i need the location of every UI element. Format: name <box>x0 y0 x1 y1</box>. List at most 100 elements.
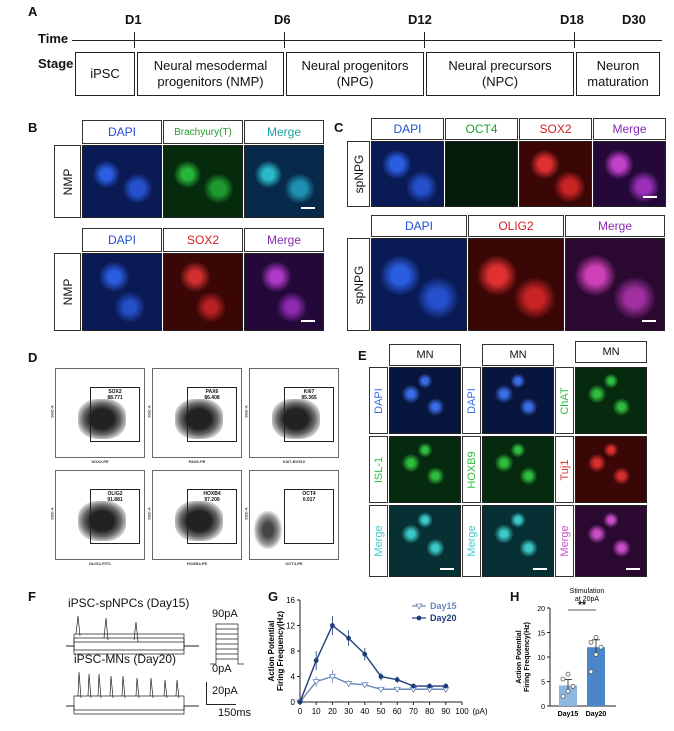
channel-header-dapi: DAPI <box>82 228 162 252</box>
channel-header-dapi: DAPI <box>371 118 444 140</box>
tick-d1 <box>134 32 135 48</box>
micrograph-dapi <box>371 141 444 207</box>
micrograph <box>389 436 461 503</box>
micrograph <box>482 505 554 577</box>
x-axis-label: OLIG2-FITC <box>88 561 112 566</box>
data-point <box>565 688 571 694</box>
event-cloud <box>78 501 126 541</box>
data-point <box>313 658 319 663</box>
day-label: D18 <box>560 12 584 27</box>
y-axis-label: SSC-A <box>146 405 152 418</box>
data-point <box>427 683 432 689</box>
data-point <box>297 699 303 705</box>
data-point <box>598 644 604 650</box>
row-label: ISL-1 <box>369 436 388 503</box>
scale-bar <box>533 568 547 570</box>
y-axis-label: SSC-A <box>146 507 152 520</box>
chart-title: Stimulation <box>570 588 605 595</box>
electrophysiology-traces <box>66 615 199 715</box>
gate-label: OLIG2 91.881 <box>90 491 140 503</box>
event-cloud <box>254 511 282 549</box>
panel-label-g: G <box>268 589 279 604</box>
channel-header-brachyury: Brachyury(T) <box>163 120 243 144</box>
x-tick-label: 80 <box>425 707 434 716</box>
micrograph <box>482 367 554 434</box>
data-point <box>565 671 571 677</box>
scale-bar <box>301 207 315 209</box>
chart-title: at 20pA <box>575 596 599 603</box>
data-point <box>377 686 385 694</box>
y-tick-label: 20 <box>537 606 545 613</box>
significance-label: ** <box>578 600 586 611</box>
data-point <box>394 677 400 683</box>
channel-header-sox2: SOX2 <box>163 228 243 252</box>
data-point <box>588 639 594 645</box>
micrograph-dapi <box>82 253 162 331</box>
y-axis-label: SSC-A <box>243 507 249 520</box>
x-axis-label: PAX6-PE <box>188 459 206 464</box>
x-axis-label: Ki67-BV510 <box>282 459 305 464</box>
micrograph-merge <box>565 238 665 331</box>
row-label: Tuj1 <box>555 436 574 503</box>
micrograph-oct4 <box>445 141 518 207</box>
day-label: D1 <box>125 12 142 27</box>
row-label: DAPI <box>369 367 388 434</box>
bar-day20 <box>587 647 605 706</box>
data-point <box>588 669 594 675</box>
scale-y-label: 20pA <box>212 685 238 697</box>
series-line-day15 <box>299 675 446 703</box>
micrograph-merge <box>593 141 666 207</box>
tick-d12 <box>424 32 425 48</box>
event-cloud <box>272 399 320 439</box>
panel-label-f: F <box>28 589 36 604</box>
x-tick-label: 90 <box>441 707 450 716</box>
gate-rectangle <box>284 387 334 442</box>
x-tick-label: 40 <box>360 707 369 716</box>
micrograph-merge <box>244 253 324 331</box>
gate-label: Ki67 95.365 <box>284 389 334 401</box>
data-point <box>312 679 320 686</box>
event-cloud <box>78 399 126 439</box>
tick-d18 <box>574 32 575 48</box>
column-header-mn: MN <box>482 344 554 366</box>
stimulus-protocol-icon <box>210 623 244 665</box>
row-label-spnpg: spNPG <box>347 238 370 331</box>
data-point <box>593 652 599 657</box>
panel-label-e: E <box>358 348 367 363</box>
stage-label: Stage <box>38 56 74 71</box>
scale-bar-vertical <box>206 682 207 704</box>
y-tick-label: 15 <box>537 631 545 638</box>
stim-top-label: 90pA <box>212 608 238 620</box>
row-label: ChAT <box>555 367 574 434</box>
data-point <box>593 635 599 640</box>
row-label-spnpg: spNPG <box>347 141 370 207</box>
day-label: D6 <box>274 12 291 27</box>
y-axis-label: SSC-A <box>49 405 55 418</box>
scale-bar <box>440 568 454 570</box>
x-tick-label: Day15 <box>558 711 579 718</box>
gate-label: SOX2 88.771 <box>90 389 140 401</box>
column-header-mn: MN <box>575 341 647 363</box>
scale-bar <box>642 320 656 322</box>
y-tick-label: 16 <box>286 596 295 605</box>
channel-header-merge: Merge <box>244 228 324 252</box>
legend-marker <box>415 603 423 610</box>
gate-percentage: 95.365 <box>301 395 317 401</box>
gate-rectangle <box>187 489 237 544</box>
data-point <box>393 686 401 694</box>
y-tick-label: 12 <box>286 622 295 631</box>
marker-name: OCT4 <box>302 491 316 497</box>
row-label: DAPI <box>462 367 481 434</box>
data-point <box>570 684 576 689</box>
gate-rectangle <box>284 489 334 544</box>
scale-x-label: 150ms <box>218 707 252 719</box>
row-label: HOXB9 <box>462 436 481 503</box>
gate-percentage: 88.771 <box>107 395 123 401</box>
data-point <box>328 674 337 681</box>
marker-name: OLIG2 <box>107 491 123 497</box>
gate-rectangle <box>90 489 140 544</box>
y-axis-label: Action PotentialFiring Frequency(Hz) <box>267 611 285 691</box>
x-axis-label: (pA) <box>472 707 487 716</box>
channel-header-sox2: SOX2 <box>519 118 592 140</box>
